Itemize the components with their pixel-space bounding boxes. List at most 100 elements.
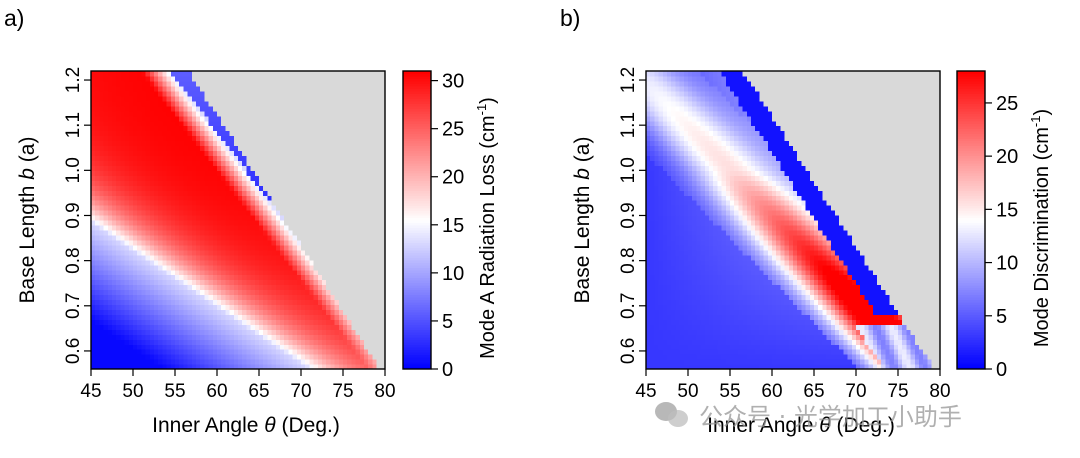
heatmap-cell [801,364,807,370]
heatmap-cell [851,344,857,350]
heatmap-cell [91,135,96,142]
heatmap-cell [175,284,180,291]
heatmap-cell [330,185,336,191]
heatmap-cell [133,344,138,350]
heatmap-cell [116,120,121,127]
heatmap-cell [250,259,256,266]
heatmap-cell [250,224,256,231]
heatmap-cell [120,71,126,77]
heatmap-cell [317,244,323,251]
heatmap-cell [183,180,189,186]
heatmap-cell [225,249,231,256]
x-tick-label: 80 [374,381,395,402]
heatmap-cell [133,185,138,191]
heatmap-cell [818,324,823,330]
heatmap-cell [309,215,315,221]
heatmap-cell [263,215,268,221]
heatmap-cell [238,210,243,216]
heatmap-cell [212,294,218,301]
heatmap-cell [275,75,281,82]
heatmap-cell [271,105,277,112]
heatmap-cell [162,309,168,315]
heatmap-cell [679,349,685,355]
heatmap-cell [250,274,256,281]
heatmap-cells [646,71,941,370]
heatmap-cell [814,324,819,330]
heatmap-cell [158,115,163,122]
heatmap-cell [225,339,231,345]
heatmap-cell [179,80,184,87]
heatmap-cell [296,190,302,196]
heatmap-cell [338,294,344,301]
heatmap-cell [158,234,163,241]
heatmap-cell [191,244,197,251]
heatmap-cell [822,359,828,365]
heatmap-cell [208,264,214,271]
heatmap-cell [208,324,214,330]
heatmap-cell [313,349,319,355]
heatmap-cell [372,249,378,256]
heatmap-cell [120,234,126,241]
heatmap-cell [263,110,268,117]
heatmap-cell [187,185,193,191]
heatmap-cell [738,364,744,370]
heatmap-cell [700,349,706,355]
heatmap-cell [137,195,142,201]
heatmap-cell [112,105,117,112]
heatmap-cell [271,210,277,216]
heatmap-cell [830,364,836,370]
heatmap-cell [351,224,357,231]
heatmap-cell [326,195,331,201]
heatmap-cell [830,324,836,330]
heatmap-cell [322,80,327,87]
heatmap-cell [275,80,281,87]
heatmap-cell [376,234,382,241]
heatmap-cell [263,220,268,226]
heatmap-cell [225,100,231,107]
heatmap-cell [196,334,201,340]
heatmap-cell [158,364,163,370]
heatmap-cell [95,344,100,350]
heatmap-cell [322,269,327,276]
heatmap-cell [280,309,285,315]
heatmap-cell [330,319,336,325]
heatmap-cell [263,229,268,236]
heatmap-cell [141,80,147,87]
heatmap-cell [280,359,285,365]
heatmap-cell [112,224,117,231]
colorbar-step [403,195,431,199]
colorbar-step [403,152,431,157]
heatmap-cell [343,205,348,211]
heatmap-cell [700,329,706,335]
heatmap-cell [221,90,226,97]
heatmap-cell [364,269,369,276]
heatmap-cell [116,254,121,261]
heatmap-cell [137,185,142,191]
heatmap-cell [380,264,386,271]
heatmap-cell [107,185,113,191]
heatmap-cell [99,329,105,335]
heatmap-cell [242,120,247,127]
heatmap-cell [927,334,933,340]
heatmap-cell [212,364,218,370]
heatmap-cell [158,75,163,82]
heatmap-cell [376,249,382,256]
heatmap-cell [376,155,382,161]
heatmap-cell [322,304,327,310]
colorbar-step [403,187,431,191]
heatmap-cell [141,339,147,345]
heatmap-cell [212,220,218,226]
heatmap-cell [170,269,176,276]
heatmap-cell [242,75,247,82]
heatmap-cell [296,364,302,370]
heatmap-cell [271,80,277,87]
heatmap-cell [380,160,386,166]
heatmap-cell [902,334,907,340]
heatmap-cell [347,304,352,310]
heatmap-cell [196,195,201,201]
heatmap-cell [259,115,264,122]
heatmap-cell [242,304,247,310]
heatmap-cell [116,85,121,92]
heatmap-cell [338,289,344,296]
heatmap-cell [717,344,723,350]
